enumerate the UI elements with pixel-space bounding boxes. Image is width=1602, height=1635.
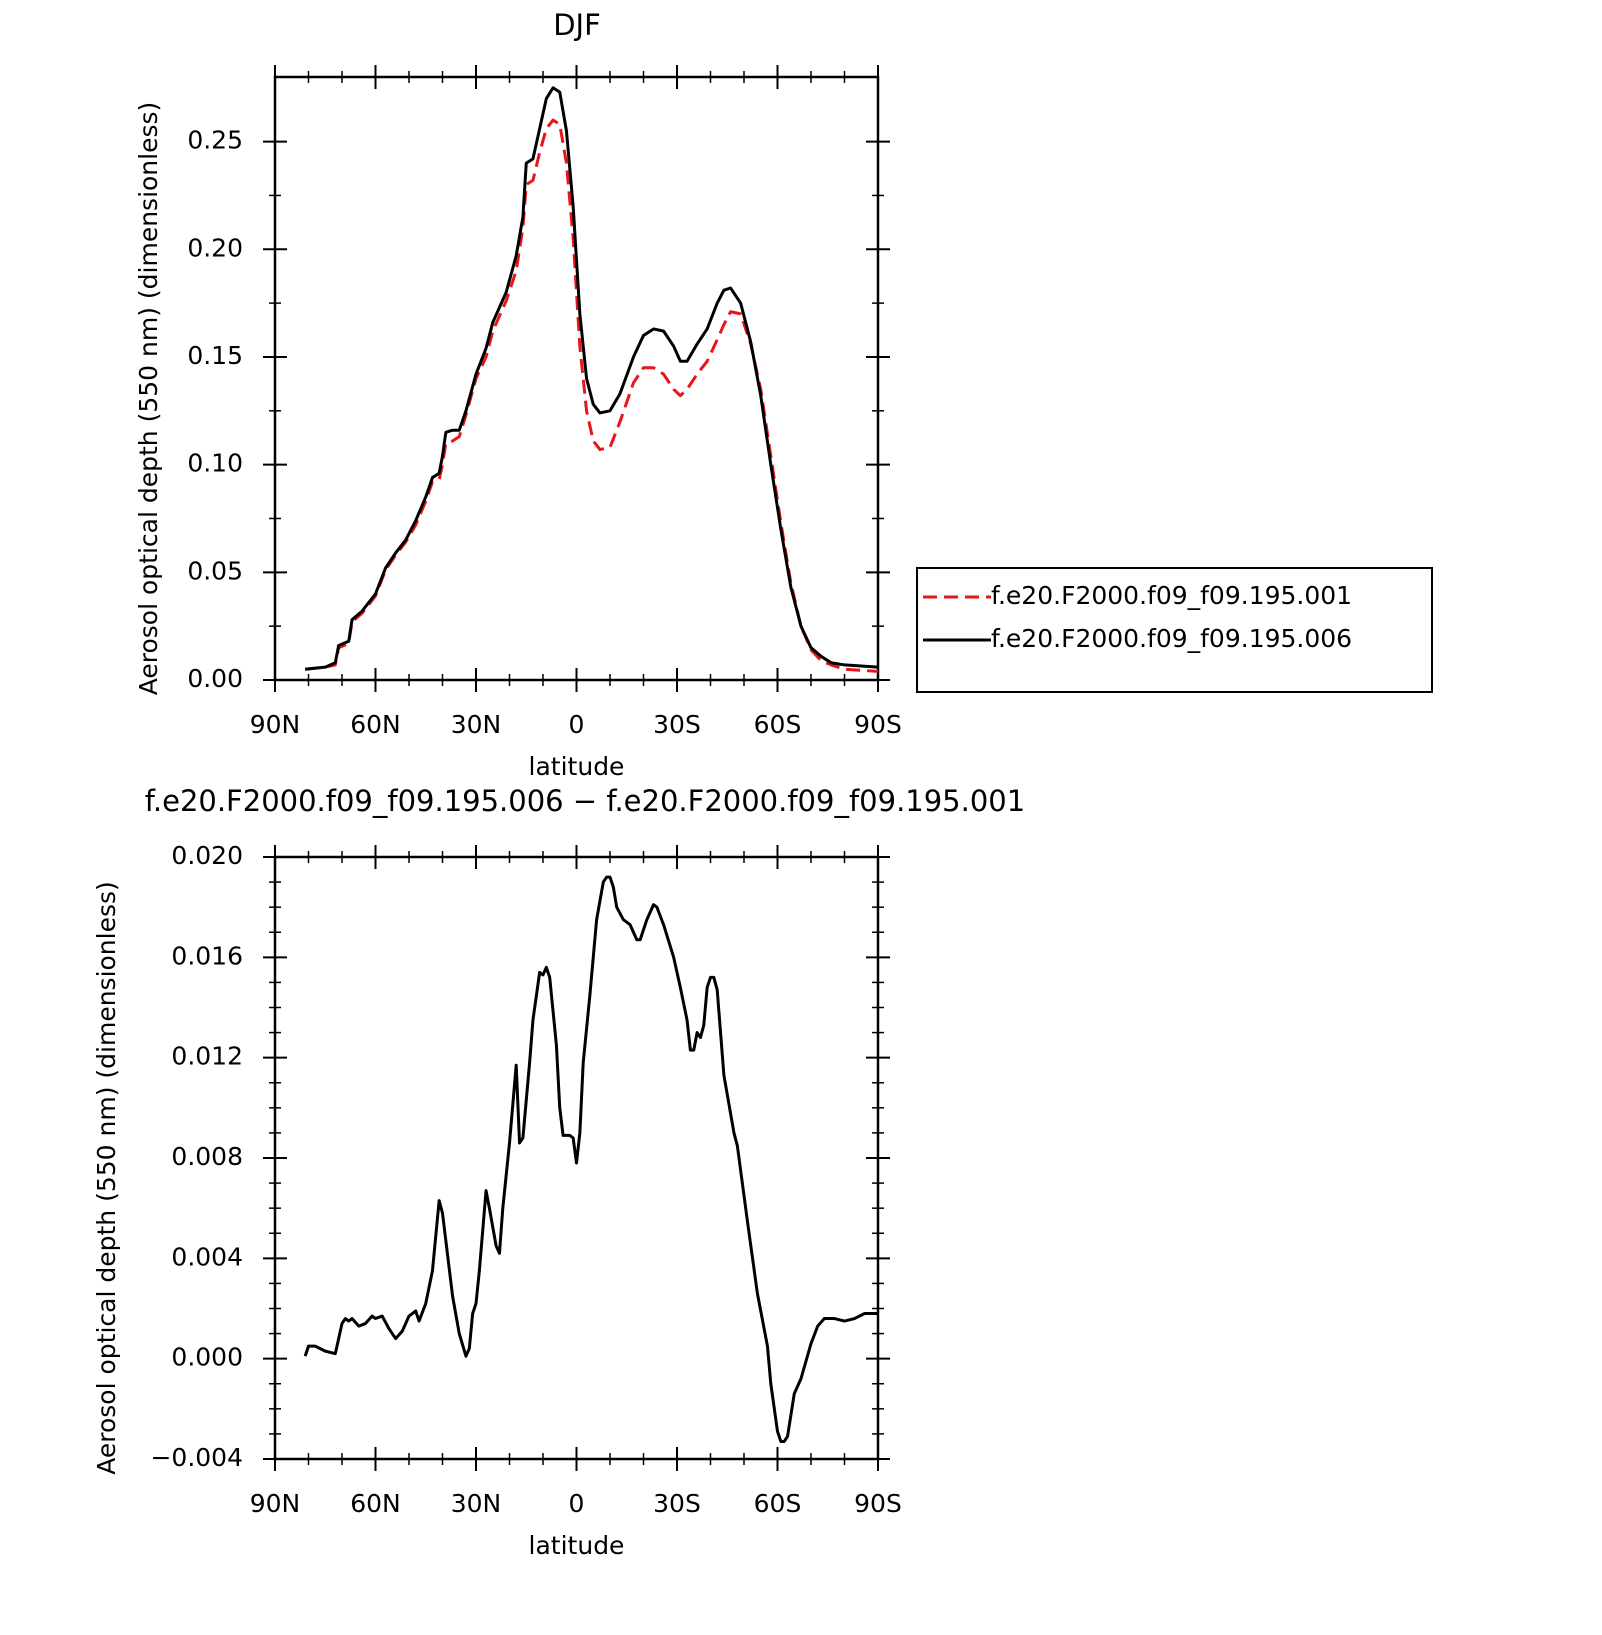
x-tick-label: 30S bbox=[653, 710, 701, 739]
y-tick-label: 0.000 bbox=[171, 1343, 243, 1372]
x-tick-label: 0 bbox=[569, 1489, 585, 1518]
x-tick-label: 60S bbox=[754, 1489, 802, 1518]
y-tick-label: 0.20 bbox=[187, 233, 243, 262]
legend-label: f.e20.F2000.f09_f09.195.006 bbox=[991, 624, 1352, 653]
x-tick-label: 90S bbox=[854, 710, 902, 739]
data-line bbox=[304, 86, 879, 671]
x-tick-label: 30S bbox=[653, 1489, 701, 1518]
x-tick-label: 0 bbox=[569, 710, 585, 739]
x-tick-label: 30N bbox=[451, 710, 502, 739]
data-line bbox=[304, 118, 879, 673]
chart-title: DJF bbox=[553, 8, 601, 42]
x-tick-label: 60N bbox=[350, 710, 401, 739]
x-axis-label: latitude bbox=[529, 752, 625, 781]
y-tick-label: 0.012 bbox=[171, 1042, 243, 1071]
y-tick-label: −0.004 bbox=[150, 1443, 243, 1472]
x-axis-label: latitude bbox=[529, 1531, 625, 1560]
x-tick-label: 30N bbox=[451, 1489, 502, 1518]
y-tick-label: 0.008 bbox=[171, 1142, 243, 1171]
y-tick-label: 0.004 bbox=[171, 1242, 243, 1271]
legend-box bbox=[916, 567, 1433, 693]
x-tick-label: 60S bbox=[754, 710, 802, 739]
legend-label: f.e20.F2000.f09_f09.195.001 bbox=[991, 581, 1352, 610]
y-tick-label: 0.25 bbox=[187, 126, 243, 155]
data-line bbox=[303, 875, 878, 1443]
y-axis-label: Aerosol optical depth (550 nm) (dimensio… bbox=[134, 102, 163, 696]
y-tick-label: 0.00 bbox=[187, 664, 243, 693]
y-tick-label: 0.016 bbox=[171, 941, 243, 970]
x-tick-label: 90N bbox=[250, 1489, 301, 1518]
x-tick-label: 60N bbox=[350, 1489, 401, 1518]
x-tick-label: 90S bbox=[854, 1489, 902, 1518]
y-axis-label: Aerosol optical depth (550 nm) (dimensio… bbox=[92, 881, 121, 1475]
y-tick-label: 0.10 bbox=[187, 449, 243, 478]
chart-title: f.e20.F2000.f09_f09.195.006 − f.e20.F200… bbox=[145, 784, 1025, 818]
x-tick-label: 90N bbox=[250, 710, 301, 739]
plot-frame bbox=[273, 75, 880, 682]
y-tick-label: 0.020 bbox=[171, 841, 243, 870]
y-tick-label: 0.15 bbox=[187, 341, 243, 370]
y-tick-label: 0.05 bbox=[187, 556, 243, 585]
